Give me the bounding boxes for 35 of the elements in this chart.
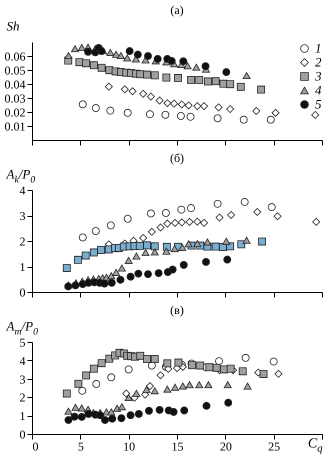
- legend-label: 1: [315, 40, 322, 56]
- y-tick-label: 0.03: [4, 92, 26, 106]
- y-axis-title: Sh: [6, 18, 20, 34]
- y-axis-title: A$_{m}$/P$_{0}$: [6, 318, 38, 338]
- chart-title: (в): [170, 303, 184, 317]
- y-tick-label: 1: [20, 409, 26, 424]
- y-tick-label: 0.04: [4, 78, 26, 92]
- y-tick-label: 3: [20, 372, 26, 386]
- y-tick-label: 0.06: [4, 50, 26, 64]
- legend-label: 5: [315, 96, 322, 112]
- x-tick-label: 15: [172, 440, 184, 454]
- y-tick-label: 0.01: [4, 120, 26, 134]
- x-axis-title: C$_{q}$: [308, 436, 322, 454]
- x-tick-label: 5: [78, 440, 84, 454]
- y-tick-label: 2: [20, 234, 26, 248]
- y-tick-label: 0.05: [4, 64, 26, 78]
- chart-title: (а): [170, 3, 184, 17]
- y-tick-label: 3: [20, 209, 26, 223]
- y-tick-label: 4: [20, 354, 26, 368]
- x-tick-label: 0: [32, 440, 38, 454]
- legend-label: 3: [314, 68, 322, 84]
- y-tick-label: 0: [20, 428, 26, 442]
- legend-label: 2: [315, 54, 322, 70]
- y-tick-label: 0: [20, 286, 26, 300]
- y-tick-label: 1: [20, 260, 26, 274]
- chart-title: (б): [170, 151, 184, 165]
- y-tick-label: 5: [20, 336, 26, 350]
- legend-label: 4: [315, 82, 322, 98]
- x-tick-label: 10: [123, 440, 136, 454]
- x-tick-label: 20: [220, 440, 232, 454]
- y-axis-title: A$_{k}$/P$_{0}$: [6, 166, 36, 186]
- y-tick-label: 0.02: [4, 106, 26, 120]
- y-tick-label: 2: [20, 390, 26, 405]
- y-tick-label: 4: [20, 184, 26, 198]
- x-tick-label: 25: [268, 440, 280, 454]
